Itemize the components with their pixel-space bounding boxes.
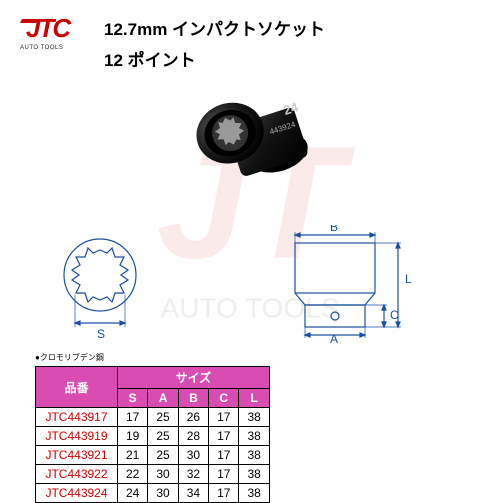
- dim-s-label: S: [97, 327, 105, 341]
- cell: 28: [178, 427, 208, 446]
- cell: 25: [148, 408, 178, 427]
- part-cell: JTC443921: [36, 446, 118, 465]
- spec-table: 品番 サイズ S A B C L JTC443917 17 25 26 17 3…: [35, 366, 270, 503]
- cell: 30: [148, 465, 178, 484]
- cell: 38: [239, 408, 269, 427]
- part-cell: JTC443917: [36, 408, 118, 427]
- th-l: L: [239, 389, 269, 408]
- cell: 21: [118, 446, 148, 465]
- cell: 19: [118, 427, 148, 446]
- th-c: C: [209, 389, 239, 408]
- cell: 17: [209, 446, 239, 465]
- cell: 17: [209, 465, 239, 484]
- table-row: JTC443917 17 25 26 17 38: [36, 408, 270, 427]
- dim-b-label: B: [330, 225, 338, 234]
- cell: 17: [118, 408, 148, 427]
- dim-a-label: A: [330, 332, 338, 345]
- th-s: S: [118, 389, 148, 408]
- cell: 38: [239, 427, 269, 446]
- title-line-2: 12 ポイント: [104, 46, 325, 71]
- table-row: JTC443922 22 30 32 17 38: [36, 465, 270, 484]
- part-cell: JTC443919: [36, 427, 118, 446]
- cell: 38: [239, 465, 269, 484]
- th-b: B: [178, 389, 208, 408]
- dimension-diagrams: S: [30, 225, 470, 345]
- dim-c-label: C: [390, 308, 399, 322]
- cell: 25: [148, 446, 178, 465]
- cell: 26: [178, 408, 208, 427]
- dim-l-label: L: [405, 272, 412, 286]
- part-cell: JTC443922: [36, 465, 118, 484]
- title-line-1: 12.7mm インパクトソケット: [104, 15, 325, 40]
- table-row: JTC443919 19 25 28 17 38: [36, 427, 270, 446]
- cell: 38: [239, 446, 269, 465]
- th-part: 品番: [36, 367, 118, 408]
- th-size: サイズ: [118, 367, 270, 389]
- brand-logo: JTC AUTO TOOLS: [20, 15, 90, 51]
- header: JTC AUTO TOOLS 12.7mm インパクトソケット 12 ポイント: [0, 0, 500, 76]
- cell: 17: [209, 408, 239, 427]
- cell: 25: [148, 427, 178, 446]
- cell: 17: [209, 427, 239, 446]
- th-a: A: [148, 389, 178, 408]
- logo-subtext: AUTO TOOLS: [20, 45, 63, 51]
- cell: 30: [178, 446, 208, 465]
- product-photo: 24 443924: [175, 80, 335, 210]
- cell: 32: [178, 465, 208, 484]
- cell: 22: [118, 465, 148, 484]
- material-note: ●クロモリブデン鋼: [35, 352, 104, 363]
- table-row: JTC443921 21 25 30 17 38: [36, 446, 270, 465]
- photo-size-label: 24: [282, 99, 301, 118]
